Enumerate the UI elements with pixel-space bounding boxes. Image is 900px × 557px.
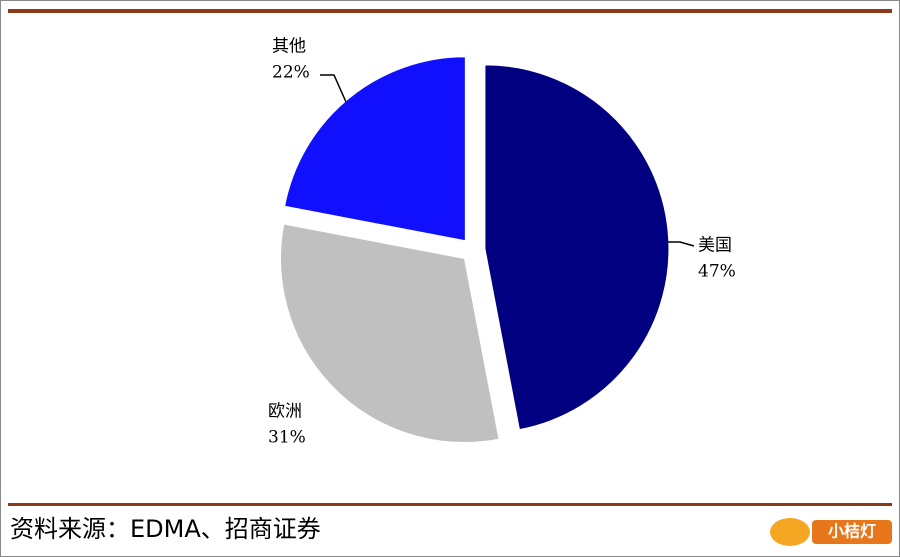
pie-slice — [280, 223, 500, 443]
watermark-logo — [770, 518, 810, 546]
slice-value-label: 47% — [698, 262, 736, 282]
slice-category: 其他 — [272, 37, 306, 57]
watermark-badge — [812, 520, 892, 544]
slice-category: 欧洲 — [268, 402, 302, 422]
leader-line — [668, 241, 695, 247]
watermark-text: 小桔灯 — [828, 522, 876, 541]
watermark: 小桔灯 — [770, 518, 892, 546]
pie-slice — [284, 56, 466, 242]
slice-value-label: 22% — [272, 63, 310, 83]
source-note: 资料来源：EDMA、招商证券 — [10, 515, 321, 543]
pie-slice — [484, 64, 670, 431]
leader-line — [320, 74, 347, 103]
slice-value-label: 31% — [268, 428, 306, 448]
slice-category: 美国 — [698, 236, 732, 256]
bottom-rule — [8, 503, 892, 506]
top-rule — [8, 9, 892, 13]
